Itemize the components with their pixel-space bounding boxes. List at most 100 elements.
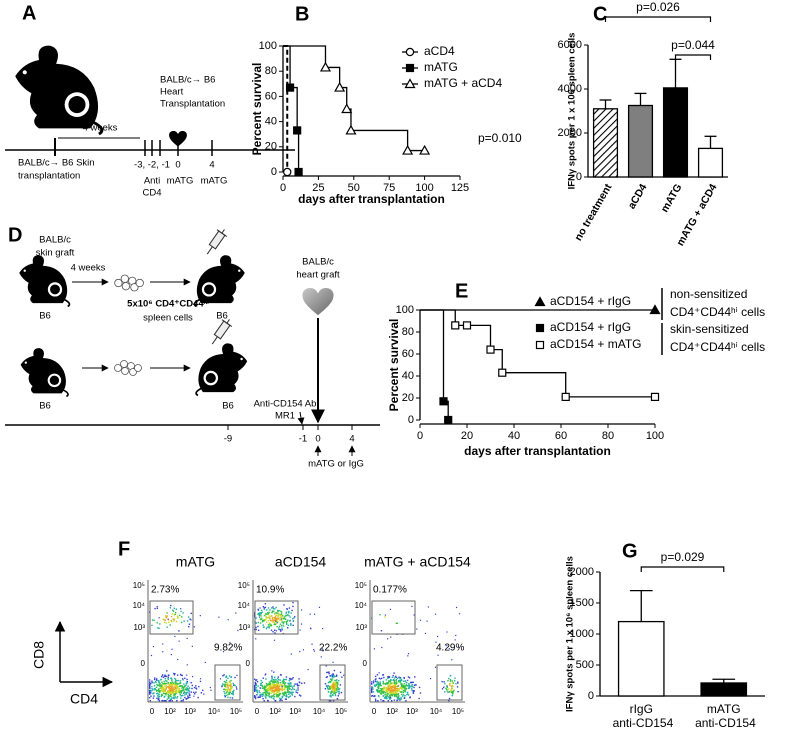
survival-line [283, 45, 300, 172]
event-dot [259, 687, 262, 689]
event-dot [445, 687, 447, 690]
event-dot [167, 678, 170, 681]
event-dot [396, 699, 399, 701]
event-dots [254, 601, 345, 702]
event-dot [195, 685, 197, 687]
event-dot [376, 684, 378, 686]
event-dot [451, 694, 453, 697]
event-dot [267, 692, 270, 695]
x-tick-label: 75 [383, 182, 395, 194]
event-dot [179, 690, 181, 693]
event-dot [426, 620, 428, 622]
event-dot [332, 676, 334, 678]
event-dot [272, 689, 274, 691]
event-dot [160, 678, 162, 681]
event-dot [277, 686, 279, 688]
event-dot [163, 682, 166, 685]
event-dot [414, 676, 416, 678]
cells-text: 5x10⁶ CD4⁺CD44ʰⁱ [127, 298, 209, 310]
event-dot [255, 689, 257, 692]
event-dot [393, 689, 396, 692]
event-dot [170, 604, 172, 607]
event-dot [165, 622, 167, 624]
event-dot [287, 689, 289, 692]
event-dot [275, 693, 277, 695]
event-dot [166, 670, 168, 672]
panel-a: A BALB/c→ B6 Heart Transplantation 4 wee… [5, 2, 295, 199]
event-dot [182, 692, 185, 695]
event-dot [296, 692, 299, 694]
event-dot [254, 688, 257, 691]
event-dot [166, 626, 168, 628]
event-dot [272, 686, 274, 688]
legend-marker [405, 47, 415, 57]
event-dot [183, 691, 185, 693]
event-dot [273, 698, 275, 700]
event-dot [449, 679, 452, 681]
event-dot [277, 682, 280, 684]
event-dot [448, 683, 451, 685]
event-dot [457, 682, 459, 684]
event-dot [341, 676, 343, 678]
event-dot [177, 616, 179, 618]
event-dot [180, 692, 182, 694]
event-dot [402, 685, 404, 687]
event-dot [397, 696, 400, 699]
event-dot [302, 649, 305, 651]
event-dot [149, 683, 151, 685]
event-dot [396, 690, 398, 693]
event-dot [328, 688, 331, 690]
event-dot [378, 672, 380, 674]
event-dot [185, 692, 187, 694]
event-dot [229, 697, 231, 699]
event-dot [156, 607, 159, 609]
event-dot [263, 700, 265, 702]
event-dot [174, 611, 177, 614]
legend-marker [534, 296, 546, 307]
event-dot [285, 692, 287, 694]
marker [444, 415, 453, 425]
gate [254, 600, 299, 635]
y-tick-label: 2000 [570, 566, 594, 578]
event-dot [229, 689, 232, 691]
event-dot [288, 691, 290, 693]
event-dot [273, 684, 276, 686]
event-dot [225, 688, 227, 691]
event-dot [405, 689, 407, 691]
event-dot [375, 683, 377, 686]
event-dot [277, 676, 280, 678]
event-dot [412, 692, 415, 694]
event-dot [222, 651, 225, 653]
event-dot [332, 700, 335, 702]
event-dot [261, 611, 263, 613]
event-dot [389, 685, 391, 687]
event-dot [299, 695, 302, 697]
event-dot [378, 684, 380, 686]
event-dot [400, 696, 402, 699]
event-dot [170, 690, 173, 693]
legend-note: CD4⁺CD44ʰⁱ cells [670, 305, 765, 319]
event-dot [392, 685, 394, 687]
event-dot [181, 690, 183, 692]
event-dot [382, 682, 384, 685]
gate [319, 664, 346, 701]
event-dot [154, 688, 157, 691]
event-dot [332, 692, 335, 694]
marker [462, 321, 472, 330]
event-dot [386, 695, 389, 697]
event-dot [166, 698, 169, 700]
event-dot [165, 616, 168, 619]
event-dot [173, 674, 176, 676]
event-dot [187, 688, 190, 691]
x-tick-label: mATG [659, 182, 685, 215]
event-dot [273, 690, 275, 693]
mouse-icon [19, 347, 69, 397]
event-dot [170, 615, 173, 618]
event-dot [265, 686, 268, 688]
event-dot [193, 693, 196, 695]
event-dot [181, 686, 184, 688]
event-dot [416, 628, 418, 630]
event-dot [189, 618, 191, 620]
event-dot [328, 671, 330, 673]
event-dot [411, 688, 413, 690]
